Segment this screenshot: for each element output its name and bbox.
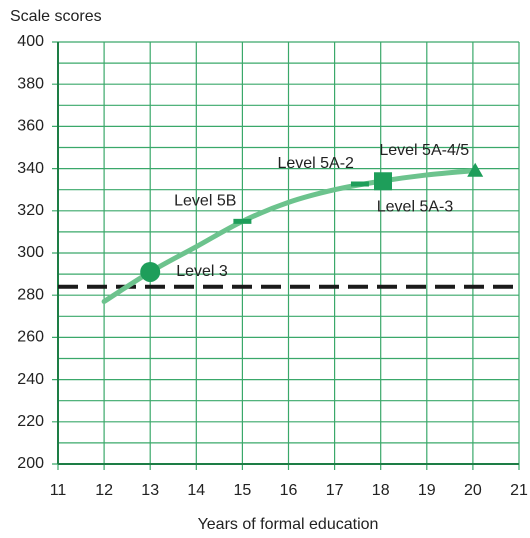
- x-tick-label: 14: [187, 482, 205, 499]
- marker: [467, 162, 484, 177]
- y-tick-label: 320: [17, 202, 44, 219]
- marker-label: Level 5A-4/5: [379, 142, 469, 159]
- y-tick-label: 260: [17, 329, 44, 346]
- y-tick-label: 240: [17, 371, 44, 388]
- y-tick-label: 200: [17, 455, 44, 472]
- x-tick-label: 21: [510, 482, 528, 499]
- y-tick-label: 280: [17, 286, 44, 303]
- marker-label: Level 5A-2: [277, 155, 354, 172]
- x-tick-label: 13: [141, 482, 159, 499]
- x-tick-label: 12: [95, 482, 113, 499]
- y-tick-label: 340: [17, 160, 44, 177]
- y-tick-label: 300: [17, 244, 44, 261]
- marker: [233, 218, 252, 224]
- marker-label: Level 5A-3: [377, 198, 454, 215]
- x-tick-label: 16: [280, 482, 298, 499]
- chart-title: Scale scores: [10, 8, 102, 25]
- y-tick-label: 400: [17, 33, 44, 50]
- x-tick-label: 17: [326, 482, 344, 499]
- y-tick-label: 360: [17, 118, 44, 135]
- marker-label: Level 5B: [174, 193, 236, 210]
- x-tick-label: 11: [50, 482, 67, 499]
- x-tick-label: 20: [464, 482, 482, 499]
- marker: [350, 181, 369, 187]
- marker: [374, 172, 393, 191]
- x-tick-label: 15: [234, 482, 252, 499]
- x-axis-label: Years of formal education: [198, 516, 379, 533]
- x-tick-label: 18: [372, 482, 390, 499]
- y-tick-label: 220: [17, 413, 44, 430]
- marker-label: Level 3: [176, 263, 228, 280]
- data-line: [101, 168, 476, 305]
- y-tick-label: 380: [17, 75, 44, 92]
- x-tick-label: 19: [418, 482, 436, 499]
- marker: [140, 261, 161, 282]
